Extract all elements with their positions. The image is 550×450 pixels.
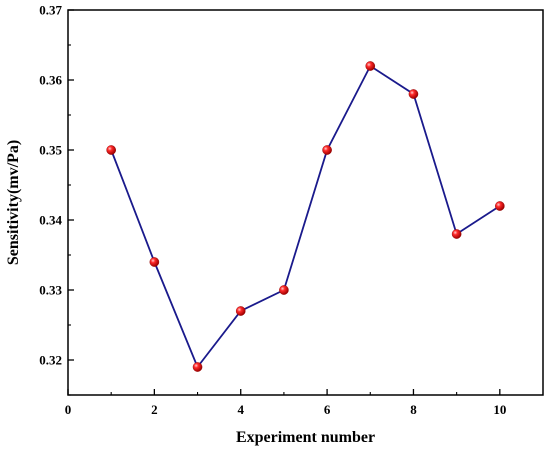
x-tick-label: 4 [237, 402, 244, 417]
x-tick-label: 0 [65, 402, 72, 417]
series-markers [106, 61, 505, 372]
axis-tick-labels: 0 2 4 6 8 10 0.32 0.33 0.34 0.35 0.36 0.37 [39, 3, 506, 418]
axis-ticks [67, 9, 501, 396]
x-tick-label: 6 [324, 402, 331, 417]
data-point [149, 257, 160, 267]
y-tick-label: 0.35 [39, 143, 62, 158]
data-point [279, 285, 289, 295]
y-tick-label: 0.32 [39, 353, 62, 368]
x-axis-title: Experiment number [236, 429, 375, 446]
y-tick-label: 0.33 [39, 283, 62, 298]
data-point [192, 362, 203, 372]
x-tick-label: 10 [493, 402, 506, 417]
y-tick-label: 0.36 [39, 73, 62, 88]
data-point [365, 61, 376, 71]
y-tick-label: 0.37 [39, 3, 62, 18]
x-tick-label: 8 [410, 402, 417, 417]
data-point [495, 201, 505, 211]
plot-frame [67, 9, 544, 396]
y-axis-title: Sensitivity(mv/Pa) [5, 140, 22, 265]
x-tick-label: 2 [151, 402, 158, 417]
data-point [451, 229, 462, 239]
data-point [106, 145, 116, 155]
data-point [408, 89, 419, 99]
y-tick-label: 0.34 [39, 213, 62, 228]
series-line [110, 64, 501, 369]
data-point [322, 145, 332, 155]
data-point [235, 306, 246, 316]
